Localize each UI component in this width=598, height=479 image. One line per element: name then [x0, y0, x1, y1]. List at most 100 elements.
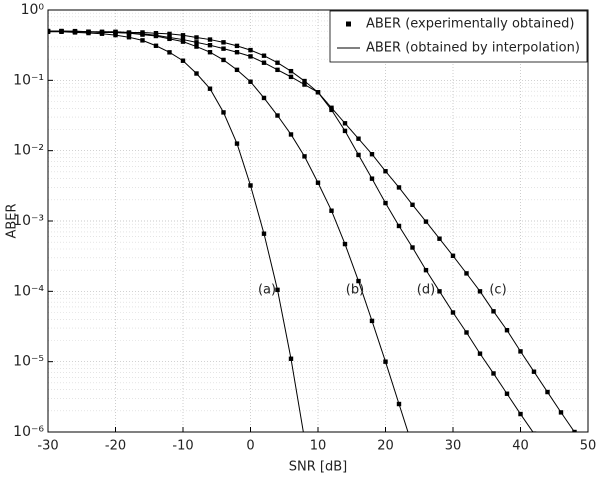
data-point [221, 46, 226, 51]
data-point [329, 105, 334, 110]
data-point [180, 58, 186, 63]
data-point [504, 328, 510, 333]
data-point [356, 278, 361, 284]
x-tick-label: 20 [377, 439, 394, 454]
series-line [48, 31, 304, 432]
data-point [302, 154, 307, 159]
data-point [518, 411, 523, 417]
data-point [194, 40, 199, 45]
x-tick-label: 0 [246, 439, 254, 454]
data-point [140, 31, 145, 37]
data-point [410, 444, 414, 448]
legend: ABER (experimentally obtained) ABER (obta… [329, 10, 588, 63]
data-point [342, 241, 348, 247]
data-point [86, 29, 91, 34]
data-point [477, 351, 483, 356]
y-tick-label: 10⁻³ [13, 213, 44, 229]
data-point [126, 35, 132, 40]
data-point [464, 271, 469, 276]
data-point [477, 289, 483, 294]
data-point [464, 330, 469, 335]
y-tick-label: 10⁻⁶ [13, 424, 44, 440]
y-axis-label: ABER [5, 203, 20, 238]
data-point [369, 152, 375, 157]
data-point [248, 47, 253, 53]
data-point [153, 43, 159, 48]
data-point [248, 54, 253, 59]
data-point [315, 180, 321, 185]
data-point [288, 132, 294, 137]
data-point [207, 42, 213, 48]
data-point [234, 50, 240, 55]
data-point [153, 33, 159, 38]
data-point [288, 74, 294, 80]
data-point [356, 152, 361, 158]
data-point [396, 401, 402, 407]
data-point [437, 289, 442, 294]
legend-box [329, 10, 588, 63]
data-point [194, 71, 199, 76]
data-point [572, 429, 577, 432]
curve-label: (c) [489, 283, 506, 298]
data-point [342, 121, 348, 126]
data-point [234, 141, 240, 146]
data-point [207, 86, 213, 91]
data-point [113, 32, 118, 38]
x-tick-label: 30 [445, 439, 462, 454]
data-point [275, 287, 280, 293]
data-point [491, 371, 496, 376]
data-point [558, 410, 564, 415]
x-tick-label: 10 [310, 439, 327, 454]
data-point [59, 28, 64, 34]
data-point [302, 78, 307, 84]
data-point [369, 318, 375, 324]
data-point [72, 29, 78, 34]
data-point [383, 200, 388, 206]
curve-label: (a) [258, 283, 276, 298]
x-tick-label: 40 [512, 439, 529, 454]
data-point [167, 35, 172, 40]
y-tick-label: 10⁻⁴ [13, 283, 44, 299]
data-point [410, 202, 415, 207]
data-point [383, 169, 388, 174]
data-point [234, 43, 240, 49]
y-tick-label: 10⁻¹ [13, 72, 44, 88]
x-axis-label: SNR [dB] [289, 460, 347, 475]
data-point [140, 38, 145, 43]
data-point [423, 267, 429, 273]
data-point [207, 37, 213, 42]
data-point [450, 310, 456, 315]
data-point [167, 50, 172, 55]
data-point [531, 369, 537, 374]
data-point [275, 67, 280, 73]
data-point [248, 79, 253, 84]
data-point [221, 110, 226, 115]
legend-marker [346, 21, 351, 27]
data-point [275, 60, 280, 65]
y-tick-label: 10⁻² [13, 143, 44, 159]
data-point [126, 30, 132, 36]
x-tick-label: -30 [37, 439, 58, 454]
data-point [167, 31, 172, 37]
curve-label: (d) [417, 283, 435, 298]
data-point [288, 356, 294, 361]
data-point [383, 359, 388, 364]
data-point [180, 33, 186, 38]
data-point [450, 253, 456, 259]
data-point [261, 231, 267, 236]
data-point [369, 176, 375, 181]
data-point [221, 57, 226, 63]
legend-label: ABER (experimentally obtained) [366, 17, 574, 32]
data-point [248, 183, 253, 188]
data-point [234, 67, 240, 73]
legend-label: ABER (obtained by interpolation) [366, 41, 580, 56]
data-point [423, 219, 429, 224]
data-point [113, 30, 118, 35]
data-point [275, 113, 280, 118]
data-point [194, 44, 199, 49]
data-point [329, 208, 334, 213]
data-point [99, 30, 105, 35]
data-point [302, 437, 306, 441]
data-point [180, 37, 186, 42]
